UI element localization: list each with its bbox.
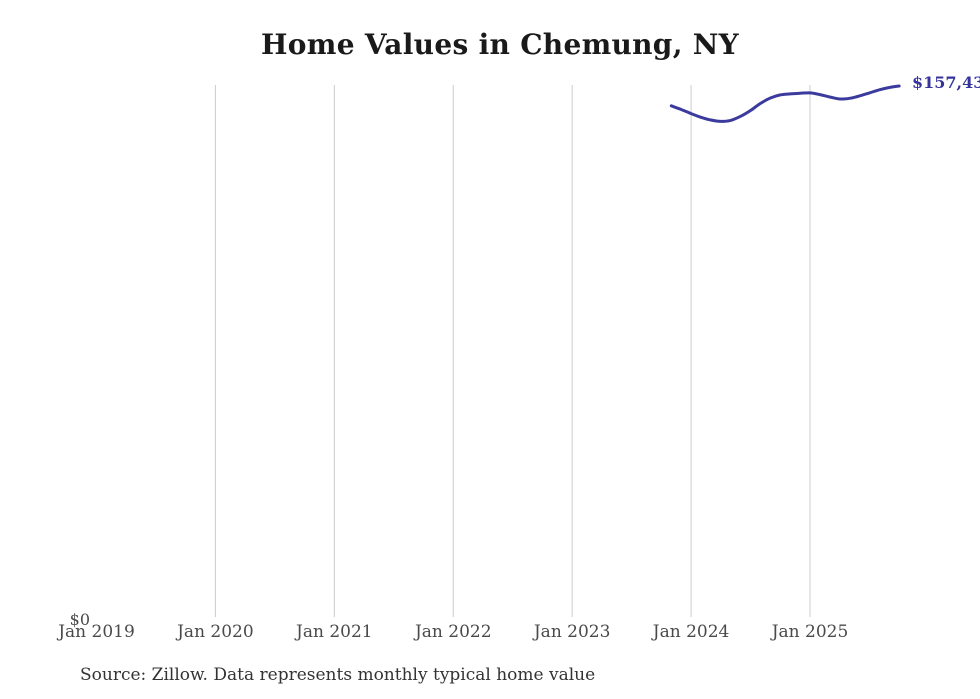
x-axis-label: Jan 2025	[771, 622, 849, 642]
home-value-line	[669, 84, 901, 123]
chart-title: Home Values in Chemung, NY	[261, 28, 739, 61]
y-axis-zero-label: $0	[69, 610, 90, 629]
x-axis-label: Jan 2019	[58, 622, 135, 642]
latest-value-label: $157,433	[912, 73, 980, 92]
year-gridlines	[214, 85, 811, 617]
source-note: Source: Zillow. Data represents monthly …	[80, 665, 596, 685]
x-axis-label: Jan 2023	[533, 622, 611, 642]
x-axis-label: Jan 2020	[177, 622, 254, 642]
x-axis-label: Jan 2022	[414, 622, 492, 642]
x-axis-label: Jan 2021	[296, 622, 373, 642]
x-axis-label: Jan 2024	[652, 622, 730, 642]
